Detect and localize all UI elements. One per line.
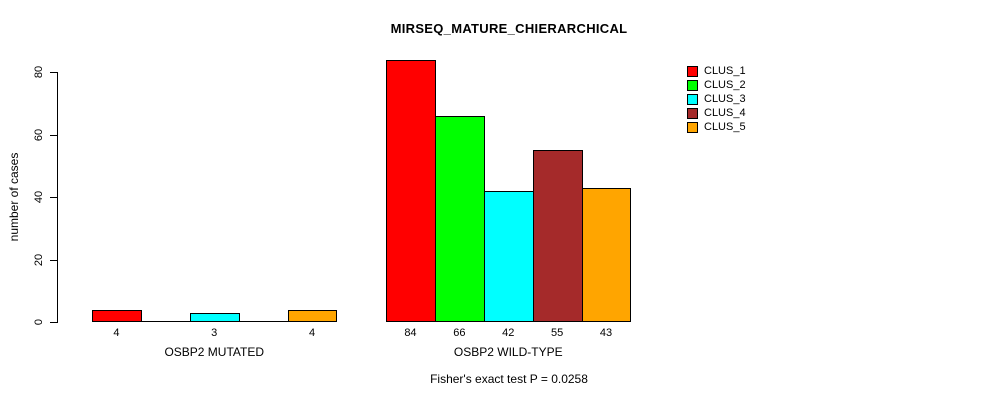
y-axis-tick-label: 20: [33, 253, 45, 266]
y-axis-tick: [50, 259, 57, 261]
legend-label: CLUS_5: [704, 121, 746, 133]
legend: CLUS_1 CLUS_2 CLUS_3 CLUS_4 CLUS_5: [687, 64, 746, 134]
bar-clus_2: [434, 115, 485, 322]
bar-clus_1: [92, 309, 142, 322]
bar-value-label: 43: [599, 327, 613, 339]
y-axis-tick-label: 0: [33, 318, 45, 326]
bar-clus_1: [386, 59, 436, 322]
legend-label: CLUS_2: [704, 79, 746, 91]
legend-swatch-icon: [687, 121, 698, 133]
y-axis-tick: [50, 72, 57, 73]
legend-swatch-icon: [687, 107, 698, 119]
legend-item-clus_4: CLUS_4: [687, 106, 746, 120]
fisher-test-annotation: Fisher's exact test P = 0.0258: [430, 372, 588, 386]
bar-clus_3: [483, 190, 534, 322]
y-axis-tick-label: 80: [33, 65, 45, 79]
y-axis-label: number of cases: [7, 152, 21, 242]
legend-swatch-icon: [687, 93, 698, 105]
bar-value-label: 84: [404, 327, 417, 339]
y-axis-tick: [50, 197, 57, 198]
bar-value-label: 4: [113, 327, 120, 339]
legend-item-clus_2: CLUS_2: [687, 78, 746, 92]
bar-clus_5: [581, 187, 632, 322]
bar-clus_4: [532, 150, 583, 322]
legend-item-clus_3: CLUS_3: [687, 92, 746, 106]
legend-label: CLUS_3: [704, 93, 746, 105]
group-label: OSBP2 WILD-TYPE: [453, 345, 563, 359]
y-axis-tick: [50, 134, 57, 136]
bar-clus_3: [189, 312, 240, 322]
chart-title: MIRSEQ_MATURE_CHIERARCHICAL: [390, 21, 628, 36]
legend-item-clus_5: CLUS_5: [687, 120, 746, 134]
legend-label: CLUS_1: [704, 65, 746, 77]
bar-value-label: 3: [211, 327, 218, 339]
bar-value-label: 42: [502, 327, 515, 339]
bar-value-label: 66: [453, 327, 466, 339]
legend-swatch-icon: [687, 65, 698, 77]
legend-label: CLUS_4: [704, 107, 746, 119]
zero-bar-clus_2: [140, 321, 191, 322]
legend-swatch-icon: [687, 79, 698, 91]
group-label: OSBP2 MUTATED: [164, 345, 265, 359]
bar-value-label: 4: [308, 327, 316, 339]
y-axis-tick: [50, 322, 57, 323]
legend-item-clus_1: CLUS_1: [687, 64, 746, 78]
y-axis-tick-label: 40: [33, 190, 45, 204]
zero-bar-clus_4: [238, 321, 289, 322]
bar-value-label: 55: [551, 327, 564, 339]
y-axis-line: [57, 72, 58, 323]
y-axis-tick-label: 60: [33, 128, 45, 141]
bar-clus_5: [287, 309, 338, 322]
